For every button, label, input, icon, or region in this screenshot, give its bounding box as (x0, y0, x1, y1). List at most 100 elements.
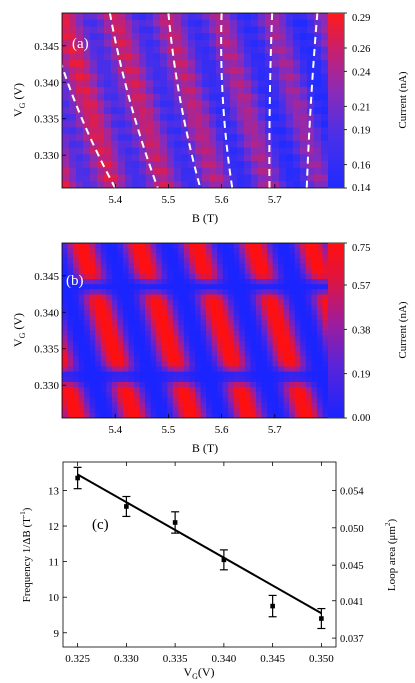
heatmap-cell (183, 366, 191, 373)
heatmap-cell (167, 402, 174, 409)
heatmap-cell (106, 371, 113, 378)
heatmap-cell (272, 320, 279, 326)
heatmap-cell (76, 140, 84, 149)
heatmap-cell (278, 371, 285, 378)
heatmap-cell (322, 381, 329, 388)
heatmap-cell (90, 73, 98, 81)
heatmap-cell (272, 154, 280, 162)
heatmap-cell (167, 351, 174, 357)
heatmap-cell (294, 330, 301, 337)
heatmap-cell (217, 248, 224, 254)
heatmap-cell (255, 248, 263, 254)
heatmap-cell (172, 371, 179, 378)
heatmap-cell (283, 253, 290, 260)
heatmap-cell (100, 412, 107, 418)
heatmap-cell (189, 289, 196, 296)
heatmap-cell (153, 140, 161, 149)
heatmap-cell (289, 397, 296, 404)
heatmap-cell (321, 80, 329, 88)
heatmap-cell (78, 309, 85, 316)
heatmap-cell (250, 243, 257, 249)
heatmap-cell (106, 407, 113, 414)
heatmap-cell (145, 273, 152, 280)
panel-b-xlabel: B (T) (192, 441, 218, 455)
heatmap-cell (311, 243, 318, 249)
heatmap-cell (111, 335, 119, 342)
heatmap-cell (188, 66, 196, 75)
heatmap-cell (305, 381, 312, 388)
heatmap-cell (267, 304, 274, 311)
heatmap-cell (78, 387, 85, 393)
heatmap-cell (189, 243, 196, 249)
heatmap-cell (156, 402, 163, 409)
heatmap-cell (174, 80, 182, 88)
heatmap-cell (286, 161, 294, 169)
heatmap-cell (286, 80, 294, 88)
heatmap-cell (174, 134, 182, 142)
heatmap-cell (278, 284, 285, 290)
heatmap-cell (200, 304, 207, 311)
heatmap-cell (206, 356, 213, 362)
heatmap-cell (178, 289, 185, 296)
heatmap-cell (239, 253, 246, 260)
heatmap-cell (300, 60, 308, 68)
heatmap-cell (222, 248, 229, 254)
heatmap-cell (67, 387, 74, 393)
heatmap-cell (265, 33, 273, 41)
heatmap-cell (195, 320, 202, 326)
heatmap-cell (289, 243, 296, 249)
heatmap-cell (106, 356, 113, 362)
heatmap-cell (111, 120, 119, 129)
heatmap-cell (261, 402, 268, 409)
heatmap-cell (202, 66, 210, 75)
heatmap-cell (294, 356, 301, 362)
heatmap-cell (261, 397, 268, 404)
heatmap-cell (161, 325, 168, 332)
heatmap-cell (188, 120, 196, 129)
heatmap-cell (122, 294, 130, 301)
heatmap-cell (314, 33, 322, 41)
colorbar-tick-label: 0.57 (352, 281, 370, 292)
heatmap-cell (311, 345, 318, 352)
heatmap-cell (294, 397, 301, 404)
heatmap-cell (128, 397, 135, 404)
heatmap-cell (62, 279, 69, 285)
heatmap-cell (293, 53, 301, 61)
heatmap-cell (111, 19, 119, 28)
heatmap-cell (211, 402, 218, 409)
heatmap-cell (132, 73, 140, 81)
heatmap-cell (300, 376, 307, 383)
colorbar-tick-label: 0.16 (352, 161, 370, 172)
heatmap-cell (261, 366, 268, 373)
heatmap-cell (69, 87, 77, 95)
heatmap-cell (314, 154, 322, 162)
heatmap-cell (267, 397, 274, 404)
heatmap-cell (278, 320, 285, 326)
heatmap-cell (156, 268, 163, 275)
heatmap-cell (174, 161, 182, 169)
heatmap-cell (305, 412, 312, 418)
heatmap-cell (95, 299, 102, 306)
heatmap-cell (311, 407, 318, 414)
heatmap-cell (67, 351, 74, 357)
heatmap-cell (195, 53, 203, 61)
heatmap-cell (222, 294, 229, 301)
heatmap-cell (200, 279, 207, 285)
heatmap-cell (195, 340, 202, 347)
panel-c-xlabel-unit: (V) (198, 665, 215, 679)
heatmap-cell (206, 340, 213, 347)
heatmap-cell (244, 376, 252, 383)
heatmap-cell (100, 279, 107, 285)
heatmap-cell (145, 366, 152, 373)
heatmap-cell (174, 66, 182, 75)
heatmap-cell (278, 340, 285, 347)
heatmap-cell (286, 66, 294, 75)
y-tick-label: 0.340 (34, 307, 59, 319)
heatmap-cell (316, 320, 324, 326)
heatmap-cell (239, 309, 246, 316)
heatmap-cell (300, 80, 308, 88)
heatmap-cell (188, 80, 196, 88)
heatmap-cell (90, 107, 98, 115)
heatmap-cell (188, 46, 196, 54)
